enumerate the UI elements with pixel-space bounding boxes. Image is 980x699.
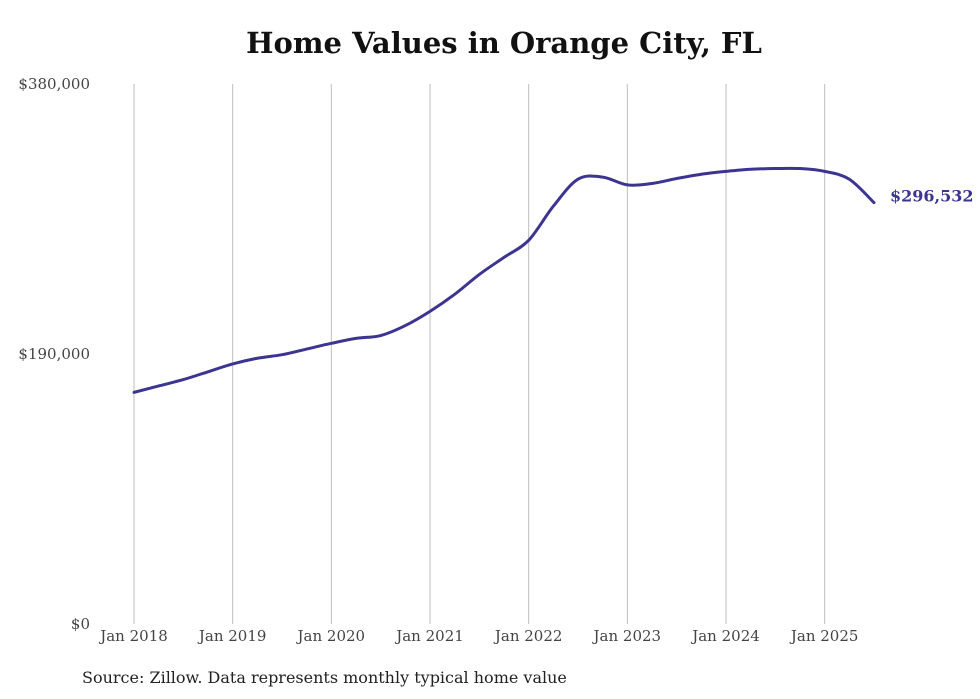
y-tick-label: $380,000 <box>18 75 90 93</box>
x-tick-label: Jan 2024 <box>690 627 760 645</box>
end-value-label: $296,532 <box>890 187 974 206</box>
x-tick-label: Jan 2025 <box>789 627 859 645</box>
x-tick-label: Jan 2023 <box>592 627 662 645</box>
series-line <box>132 166 876 394</box>
x-tick-label: Jan 2020 <box>296 627 366 645</box>
x-tick-label: Jan 2018 <box>98 627 168 645</box>
y-tick-label: $0 <box>71 615 90 633</box>
source-note: Source: Zillow. Data represents monthly … <box>82 668 567 687</box>
chart-title: Home Values in Orange City, FL <box>246 26 762 60</box>
y-tick-label: $190,000 <box>18 345 90 363</box>
x-tick-label: Jan 2021 <box>394 627 464 645</box>
x-tick-label: Jan 2019 <box>197 627 267 645</box>
x-tick-label: Jan 2022 <box>493 627 563 645</box>
